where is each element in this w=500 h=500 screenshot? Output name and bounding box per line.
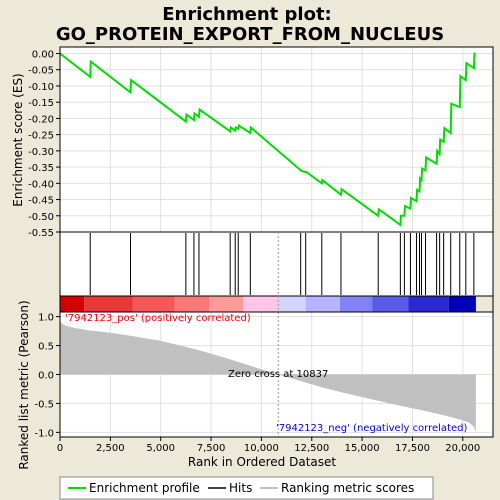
x-tick-label: 0: [57, 443, 63, 454]
color-bar-segment: [84, 296, 133, 312]
es-y-axis-label: Enrichment score (ES): [11, 73, 25, 206]
es-tick-label: -0.35: [28, 163, 54, 174]
legend-profile-label: Enrichment profile: [89, 481, 200, 495]
chart-title-line1: Enrichment plot:: [162, 4, 332, 25]
color-bar-segment: [132, 296, 175, 312]
hits-panel-background: [60, 232, 493, 296]
legend-hits-label: Hits: [229, 481, 252, 495]
es-tick-label: -0.15: [28, 98, 54, 109]
color-bar-segment: [243, 296, 279, 312]
es-tick-label: -0.10: [28, 82, 54, 93]
negative-correlated-label: '7942123_neg' (negatively correlated): [276, 423, 467, 434]
es-tick-label: -0.25: [28, 131, 54, 142]
x-tick-label: 10,000: [244, 443, 279, 454]
x-tick-label: 5,000: [146, 443, 175, 454]
x-axis-label: Rank in Ordered Dataset: [188, 455, 336, 469]
metric-y-ticks: 1.0 0.5 0.0 -0.5 -1.0: [34, 313, 60, 439]
x-tick-label: 12,500: [294, 443, 329, 454]
es-y-ticks: 0.00 -0.05 -0.10 -0.15 -0.20 -0.25 -0.30 -0.35 -…: [28, 49, 60, 239]
enrichment-profile-line: [59, 52, 476, 227]
metric-x-ticks: 0 2,500 5,000 7,500 10,000 12,500 15,000 17,500…: [57, 437, 480, 454]
x-tick-label: 2,500: [96, 443, 125, 454]
metric-tick-label: 1.0: [38, 313, 54, 324]
metric-tick-label: -1.0: [34, 428, 54, 439]
color-bar-segment: [339, 296, 373, 312]
legend-box: [59, 476, 434, 500]
color-bar-segment: [278, 296, 306, 312]
metric-panel-frame: [59, 311, 494, 438]
metric-tick-label: -0.5: [34, 399, 54, 410]
es-tick-label: -0.20: [28, 114, 54, 125]
es-tick-label: -0.45: [28, 196, 54, 207]
color-bar-segment: [174, 296, 210, 312]
color-bar-segment: [60, 296, 85, 312]
zero-cross-label: Zero cross at 10837: [228, 369, 328, 380]
es-tick-label: -0.30: [28, 147, 54, 158]
legend-metric-label: Ranking metric scores: [281, 481, 414, 495]
positive-correlated-label: '7942123_pos' (positively correlated): [65, 313, 251, 324]
es-tick-label: 0.00: [32, 49, 54, 60]
hit-marks: [89, 233, 475, 295]
rank-color-bar: [60, 296, 476, 312]
es-tick-label: -0.40: [28, 179, 54, 190]
color-bar-segment: [372, 296, 409, 312]
es-panel-background: [60, 47, 493, 232]
x-tick-label: 17,500: [395, 443, 430, 454]
chart-title-line2: GO_PROTEIN_EXPORT_FROM_NUCLEUS: [56, 24, 444, 45]
metric-y-axis-label: Ranked list metric (Pearson): [17, 300, 31, 469]
metric-tick-label: 0.0: [38, 371, 54, 382]
x-tick-label: 15,000: [345, 443, 380, 454]
ranked-metric-area: [60, 320, 476, 433]
es-tick-label: -0.50: [28, 212, 54, 223]
x-tick-label: 20,000: [445, 443, 480, 454]
color-bar-segment: [448, 296, 476, 312]
color-bar-segment: [209, 296, 244, 312]
color-bar-segment: [305, 296, 340, 312]
es-tick-label: -0.55: [28, 228, 54, 239]
metric-tick-label: 0.5: [38, 342, 54, 353]
es-tick-label: -0.05: [28, 66, 54, 77]
x-tick-label: 7,500: [197, 443, 226, 454]
color-bar-segment: [408, 296, 449, 312]
